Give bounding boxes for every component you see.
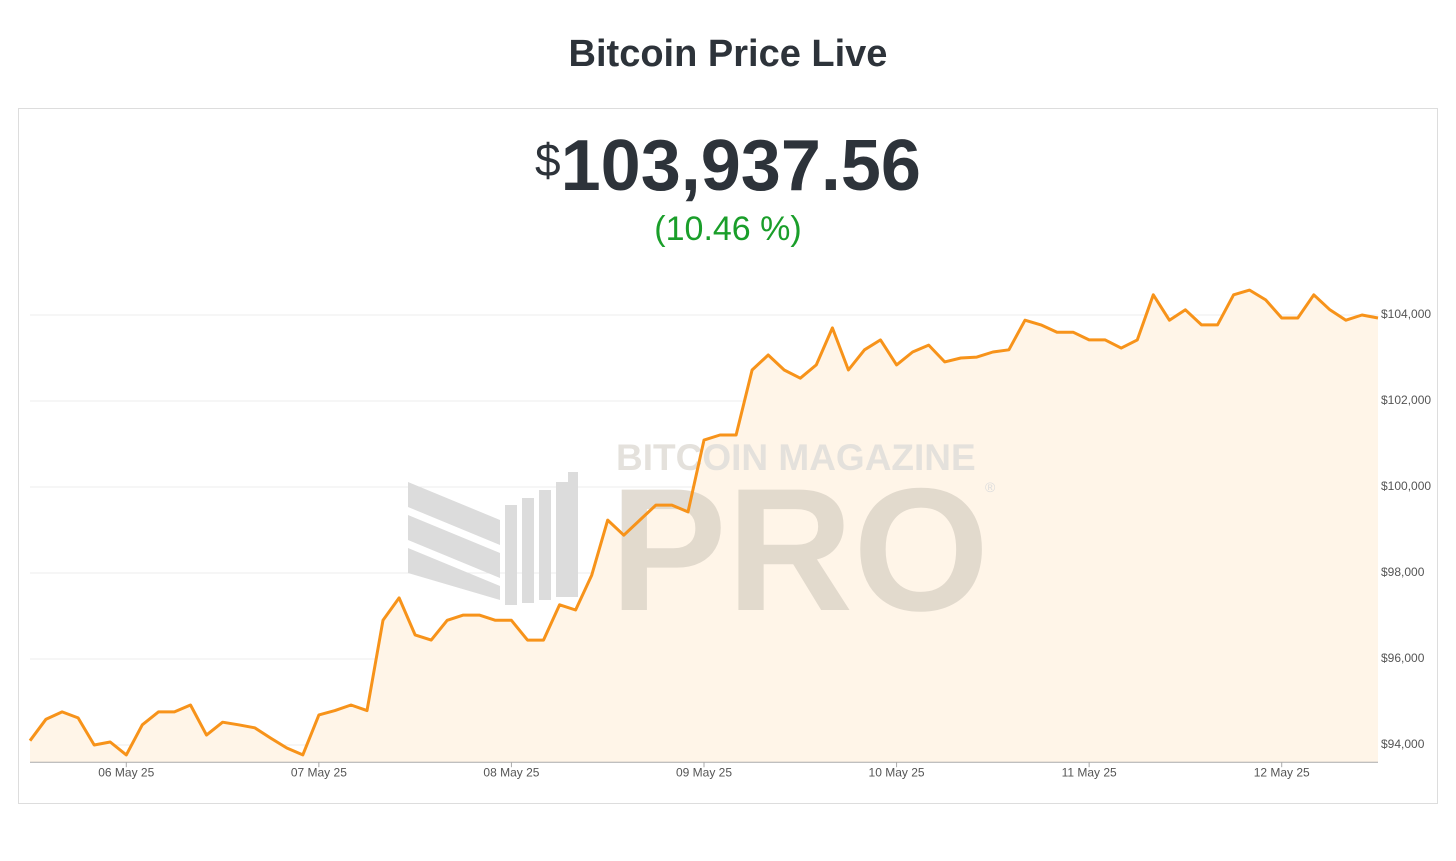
watermark: BITCOIN MAGAZINE PRO ® bbox=[408, 437, 996, 648]
y-tick-label: $94,000 bbox=[1381, 737, 1425, 751]
area bbox=[30, 290, 1378, 763]
watermark-main: PRO bbox=[610, 453, 989, 648]
price-amount: 103,937.56 bbox=[561, 126, 921, 206]
page-title: Bitcoin Price Live bbox=[569, 33, 888, 75]
price: $103,937.56 bbox=[535, 126, 921, 206]
x-tick-label: 10 May 25 bbox=[869, 765, 925, 779]
x-tick-label: 11 May 25 bbox=[1062, 765, 1117, 779]
watermark-mark: ® bbox=[985, 479, 996, 495]
y-tick-label: $98,000 bbox=[1381, 565, 1425, 579]
price-line bbox=[28, 288, 1379, 757]
x-tick-label: 09 May 25 bbox=[676, 765, 732, 779]
x-tick-label: 12 May 25 bbox=[1254, 765, 1310, 779]
y-tick-label: $100,000 bbox=[1381, 479, 1431, 493]
watermark-top: BITCOIN MAGAZINE bbox=[616, 437, 976, 478]
x-tick-label: 07 May 25 bbox=[291, 765, 347, 779]
y-tick-label: $96,000 bbox=[1381, 651, 1425, 665]
price-currency: $ bbox=[535, 134, 561, 186]
y-tick-label: $104,000 bbox=[1381, 307, 1431, 321]
price-change: (10.46 %) bbox=[654, 210, 801, 248]
x-tick-label: 08 May 25 bbox=[483, 765, 539, 779]
y-tick-label: $102,000 bbox=[1381, 393, 1431, 407]
x-tick-label: 06 May 25 bbox=[98, 765, 154, 779]
watermark-logo bbox=[408, 472, 578, 605]
